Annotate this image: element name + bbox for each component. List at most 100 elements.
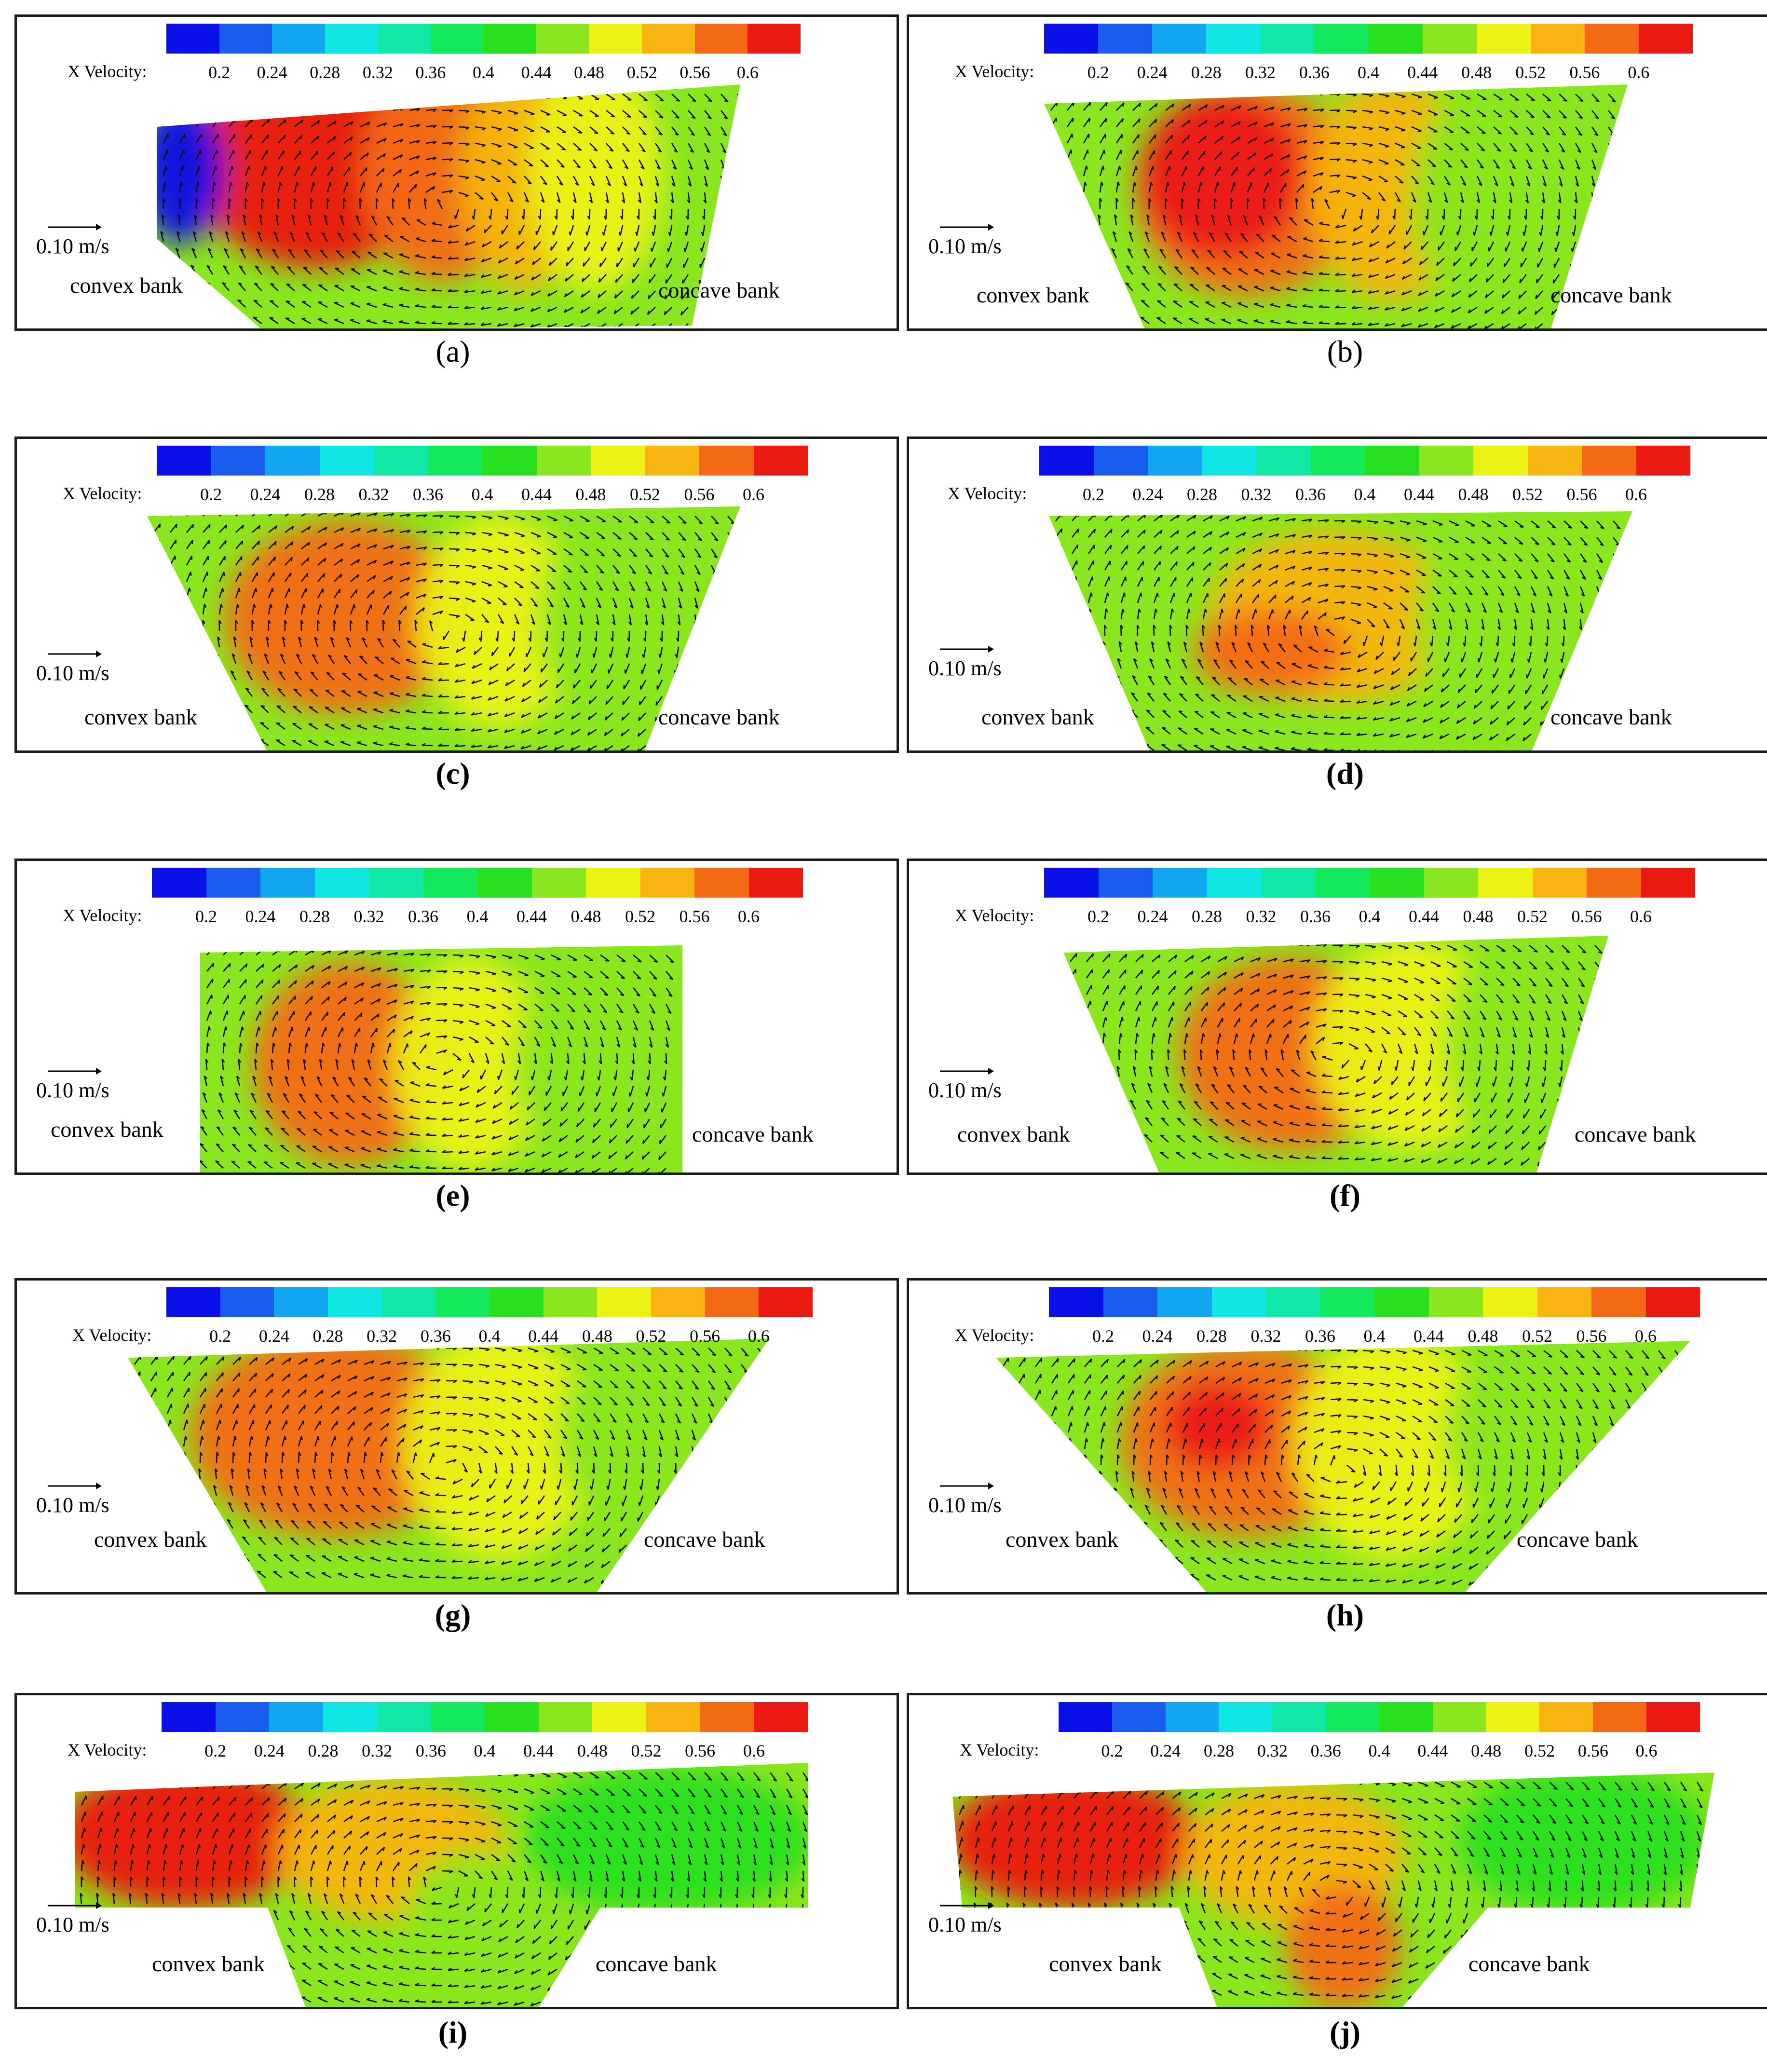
velocity-zone (514, 957, 658, 1170)
legend-swatch (485, 1702, 539, 1732)
legend-swatch (1219, 1702, 1273, 1732)
velocity-vectors (953, 1772, 1714, 2005)
legend-tick-label: 0.48 (577, 1741, 608, 1760)
convex-bank-label: convex bank (84, 705, 197, 729)
legend-tick-label: 0.52 (1524, 1741, 1555, 1760)
legend-tick-label: 0.28 (1192, 907, 1222, 926)
legend-swatch (1314, 24, 1369, 54)
legend-swatch (162, 1702, 216, 1732)
panel-caption: (h) (1326, 1598, 1364, 1632)
legend-tick-label: 0.4 (1358, 63, 1379, 82)
panel-caption: (a) (435, 334, 470, 368)
legend-tick-label: 0.36 (1295, 485, 1326, 504)
legend-tick-label: 0.4 (474, 1741, 496, 1760)
concave-bank-label: concave bank (644, 1527, 765, 1552)
legend-tick-label: 0.6 (748, 1326, 770, 1346)
channel-section (1063, 936, 1608, 1172)
velocity-zone (1141, 94, 1305, 258)
legend-swatch (269, 1702, 324, 1732)
scale-label: 0.10 m/s (928, 234, 1002, 258)
channel-section (1049, 511, 1632, 750)
legend-swatch (1646, 1702, 1700, 1732)
scale-arrow-icon (940, 1483, 994, 1489)
panel-caption: (f) (1330, 1178, 1360, 1213)
legend-swatch (215, 1702, 270, 1732)
legend-tick-label: 0.32 (353, 907, 384, 926)
velocity-zone (538, 516, 682, 728)
legend-tick-label: 0.56 (1576, 1326, 1607, 1346)
legend-swatch (651, 1287, 705, 1317)
velocity-zone (393, 957, 547, 1170)
legend-swatch (700, 1702, 754, 1732)
velocity-zone (224, 521, 465, 714)
legend-swatch (220, 1287, 274, 1317)
velocity-contour-plot (200, 945, 682, 1172)
legend-swatch (1379, 1702, 1433, 1732)
convex-bank-label: convex bank (957, 1122, 1070, 1146)
velocity-contour-plot (147, 506, 740, 750)
channel-section (157, 84, 740, 328)
legend-tick-label: 0.36 (1305, 1326, 1335, 1346)
panel-c: X Velocity: 0.2 0.24 0.28 0.32 0.36 0.4 0.44 0.4… (14, 436, 899, 753)
legend-tick-label: 0.4 (478, 1326, 501, 1346)
legend-tick-label: 0.28 (1196, 1326, 1227, 1346)
panel-j: X Velocity: 0.2 0.24 0.28 0.32 0.36 0.4 0.44 0.4… (907, 1693, 1767, 2009)
legend-swatch (1315, 868, 1370, 898)
legend-swatch (591, 446, 645, 476)
legend-tick-label: 0.28 (308, 1741, 339, 1760)
legend-swatch (536, 446, 591, 476)
legend-tick-label: 0.36 (420, 1326, 451, 1346)
legend-tick-label: 0.28 (299, 907, 330, 926)
legend-tick-label: 0.32 (362, 63, 393, 82)
plot-frame: X Velocity: 0.2 0.24 0.28 0.32 0.36 0.4 0.44 0.4… (14, 1278, 899, 1595)
legend-tick-label: 0.4 (466, 907, 489, 926)
concave-bank-label: concave bank (658, 705, 780, 729)
legend-swatch (646, 1702, 700, 1732)
scale-arrow-icon (48, 224, 102, 231)
scale-arrow-icon (940, 224, 994, 231)
legend-swatch (274, 1287, 328, 1317)
legend-swatch (1419, 446, 1473, 476)
legend-tick-label: 0.44 (1414, 1326, 1444, 1346)
legend-swatch (642, 24, 695, 54)
color-legend (157, 446, 808, 476)
legend-tick-label: 0.36 (1300, 907, 1331, 926)
legend-tick-label: 0.28 (1187, 485, 1217, 504)
plot-frame: X Velocity: 0.2 0.24 0.28 0.32 0.36 0.4 0.44 0.4… (14, 436, 899, 753)
legend-tick-label: 0.6 (743, 485, 764, 504)
scale-arrow-icon (48, 651, 102, 657)
legend-tick-label: 0.32 (367, 1326, 397, 1346)
velocity-contour-plot (1044, 84, 1628, 328)
velocity-zone (403, 1338, 596, 1560)
legend-tick-label: 0.48 (574, 63, 605, 82)
legend-swatch (1044, 24, 1099, 54)
legend-tick-label: 0.32 (1245, 63, 1276, 82)
legend-swatch (1638, 24, 1693, 54)
plot-frame: X Velocity: 0.2 0.24 0.28 0.32 0.36 0.4 0.44 0.4… (907, 436, 1767, 753)
scale-label: 0.10 m/s (36, 661, 109, 685)
legend-swatch (1428, 1287, 1483, 1317)
plot-frame: X Velocity: 0.2 0.24 0.28 0.32 0.36 0.4 0.44 0.4… (907, 1278, 1767, 1595)
plot-frame: X Velocity: 0.2 0.24 0.28 0.32 0.36 0.4 0.44 0.4… (14, 1693, 899, 2009)
legend-swatch (597, 1287, 652, 1317)
legend-swatch (211, 446, 265, 476)
convex-bank-label: convex bank (94, 1527, 207, 1552)
legend-tick-label: 0.52 (1522, 1326, 1552, 1346)
legend-tick-label: 0.56 (1569, 63, 1600, 82)
legend-tick-label: 0.48 (1463, 907, 1494, 926)
legend-tick-label: 0.48 (571, 907, 601, 926)
legend-swatch (166, 24, 219, 54)
scale-label: 0.10 m/s (928, 1078, 1002, 1102)
legend-swatch (166, 1287, 220, 1317)
scale-arrow-icon (940, 1068, 994, 1075)
legend-tick-label: 0.2 (1087, 907, 1109, 926)
legend-tick-label: 0.6 (1635, 1741, 1658, 1760)
panel-caption: (d) (1326, 756, 1364, 791)
legend-tick-label: 0.2 (208, 63, 231, 82)
legend-tick-label: 0.44 (523, 1741, 554, 1760)
convex-bank-label: convex bank (70, 273, 183, 298)
velocity-zone (1444, 1341, 1628, 1531)
legend-tick-label: 0.2 (1083, 485, 1104, 504)
panel-caption: (e) (435, 1178, 470, 1213)
legend-tick-label: 0.24 (257, 63, 287, 82)
